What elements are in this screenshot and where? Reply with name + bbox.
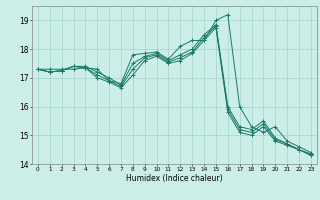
X-axis label: Humidex (Indice chaleur): Humidex (Indice chaleur) — [126, 174, 223, 183]
